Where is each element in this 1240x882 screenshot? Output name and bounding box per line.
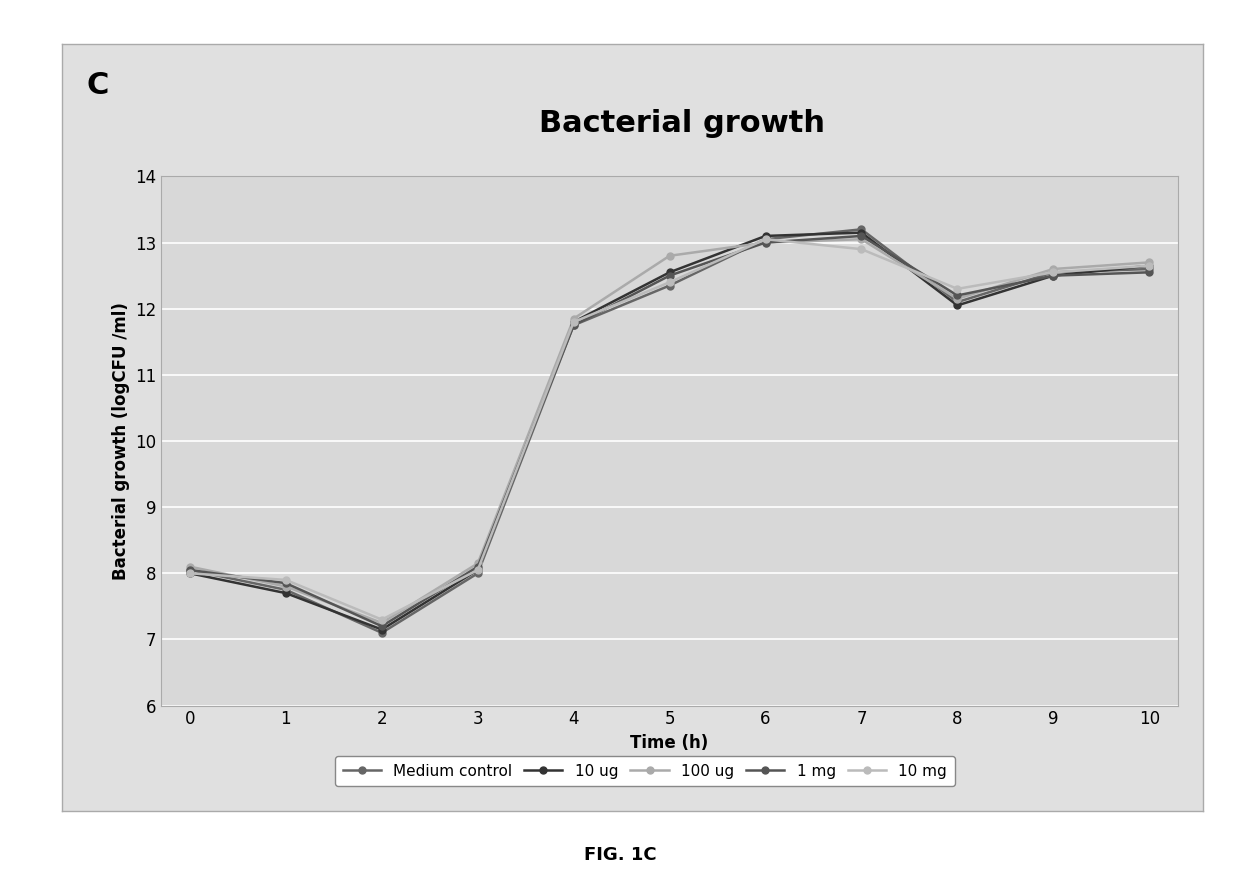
1 mg xyxy=(950,290,965,301)
10 ug xyxy=(182,568,197,579)
Y-axis label: Bacterial growth (logCFU /ml): Bacterial growth (logCFU /ml) xyxy=(112,302,129,580)
100 ug xyxy=(374,617,389,628)
Legend: Medium control, 10 ug, 100 ug, 1 mg, 10 mg: Medium control, 10 ug, 100 ug, 1 mg, 10 … xyxy=(335,756,955,786)
10 mg xyxy=(758,234,773,244)
10 ug xyxy=(374,624,389,635)
1 mg xyxy=(567,320,582,331)
10 mg xyxy=(470,564,485,575)
1 mg xyxy=(758,237,773,248)
10 mg xyxy=(182,568,197,579)
Line: 10 mg: 10 mg xyxy=(186,235,1153,623)
Line: Medium control: Medium control xyxy=(186,226,1153,636)
1 mg xyxy=(662,270,677,280)
10 ug xyxy=(1045,270,1060,280)
Text: C: C xyxy=(87,71,109,100)
Medium control xyxy=(662,280,677,291)
Line: 100 ug: 100 ug xyxy=(186,235,1153,626)
10 mg xyxy=(567,317,582,327)
Medium control xyxy=(1045,267,1060,278)
Medium control xyxy=(1142,264,1157,274)
10 mg xyxy=(854,243,869,254)
1 mg xyxy=(279,578,294,588)
1 mg xyxy=(374,621,389,632)
100 ug xyxy=(950,294,965,304)
10 ug xyxy=(1142,260,1157,271)
100 ug xyxy=(567,313,582,324)
100 ug xyxy=(1142,258,1157,268)
10 mg xyxy=(662,277,677,288)
Medium control xyxy=(374,628,389,639)
Medium control xyxy=(854,224,869,235)
Medium control xyxy=(279,585,294,595)
10 ug xyxy=(662,267,677,278)
Text: Bacterial growth: Bacterial growth xyxy=(539,109,825,138)
Medium control xyxy=(950,296,965,307)
10 ug xyxy=(950,300,965,310)
10 ug xyxy=(279,587,294,598)
10 mg xyxy=(374,614,389,624)
1 mg xyxy=(1045,270,1060,280)
10 ug xyxy=(854,228,869,238)
100 ug xyxy=(470,558,485,569)
10 mg xyxy=(950,283,965,294)
Medium control xyxy=(567,320,582,331)
Medium control xyxy=(182,564,197,575)
100 ug xyxy=(1045,264,1060,274)
Line: 1 mg: 1 mg xyxy=(186,233,1153,630)
10 ug xyxy=(470,564,485,575)
10 mg xyxy=(279,575,294,586)
10 ug xyxy=(758,230,773,241)
Text: FIG. 1C: FIG. 1C xyxy=(584,847,656,864)
100 ug xyxy=(854,234,869,244)
Medium control xyxy=(470,568,485,579)
1 mg xyxy=(470,561,485,572)
100 ug xyxy=(758,237,773,248)
100 ug xyxy=(279,581,294,592)
10 ug xyxy=(567,317,582,327)
100 ug xyxy=(662,250,677,261)
Line: 10 ug: 10 ug xyxy=(186,229,1153,633)
10 mg xyxy=(1142,260,1157,271)
1 mg xyxy=(854,230,869,241)
100 ug xyxy=(182,561,197,572)
Medium control xyxy=(758,234,773,244)
1 mg xyxy=(1142,267,1157,278)
X-axis label: Time (h): Time (h) xyxy=(630,734,709,752)
10 mg xyxy=(1045,267,1060,278)
1 mg xyxy=(182,564,197,575)
